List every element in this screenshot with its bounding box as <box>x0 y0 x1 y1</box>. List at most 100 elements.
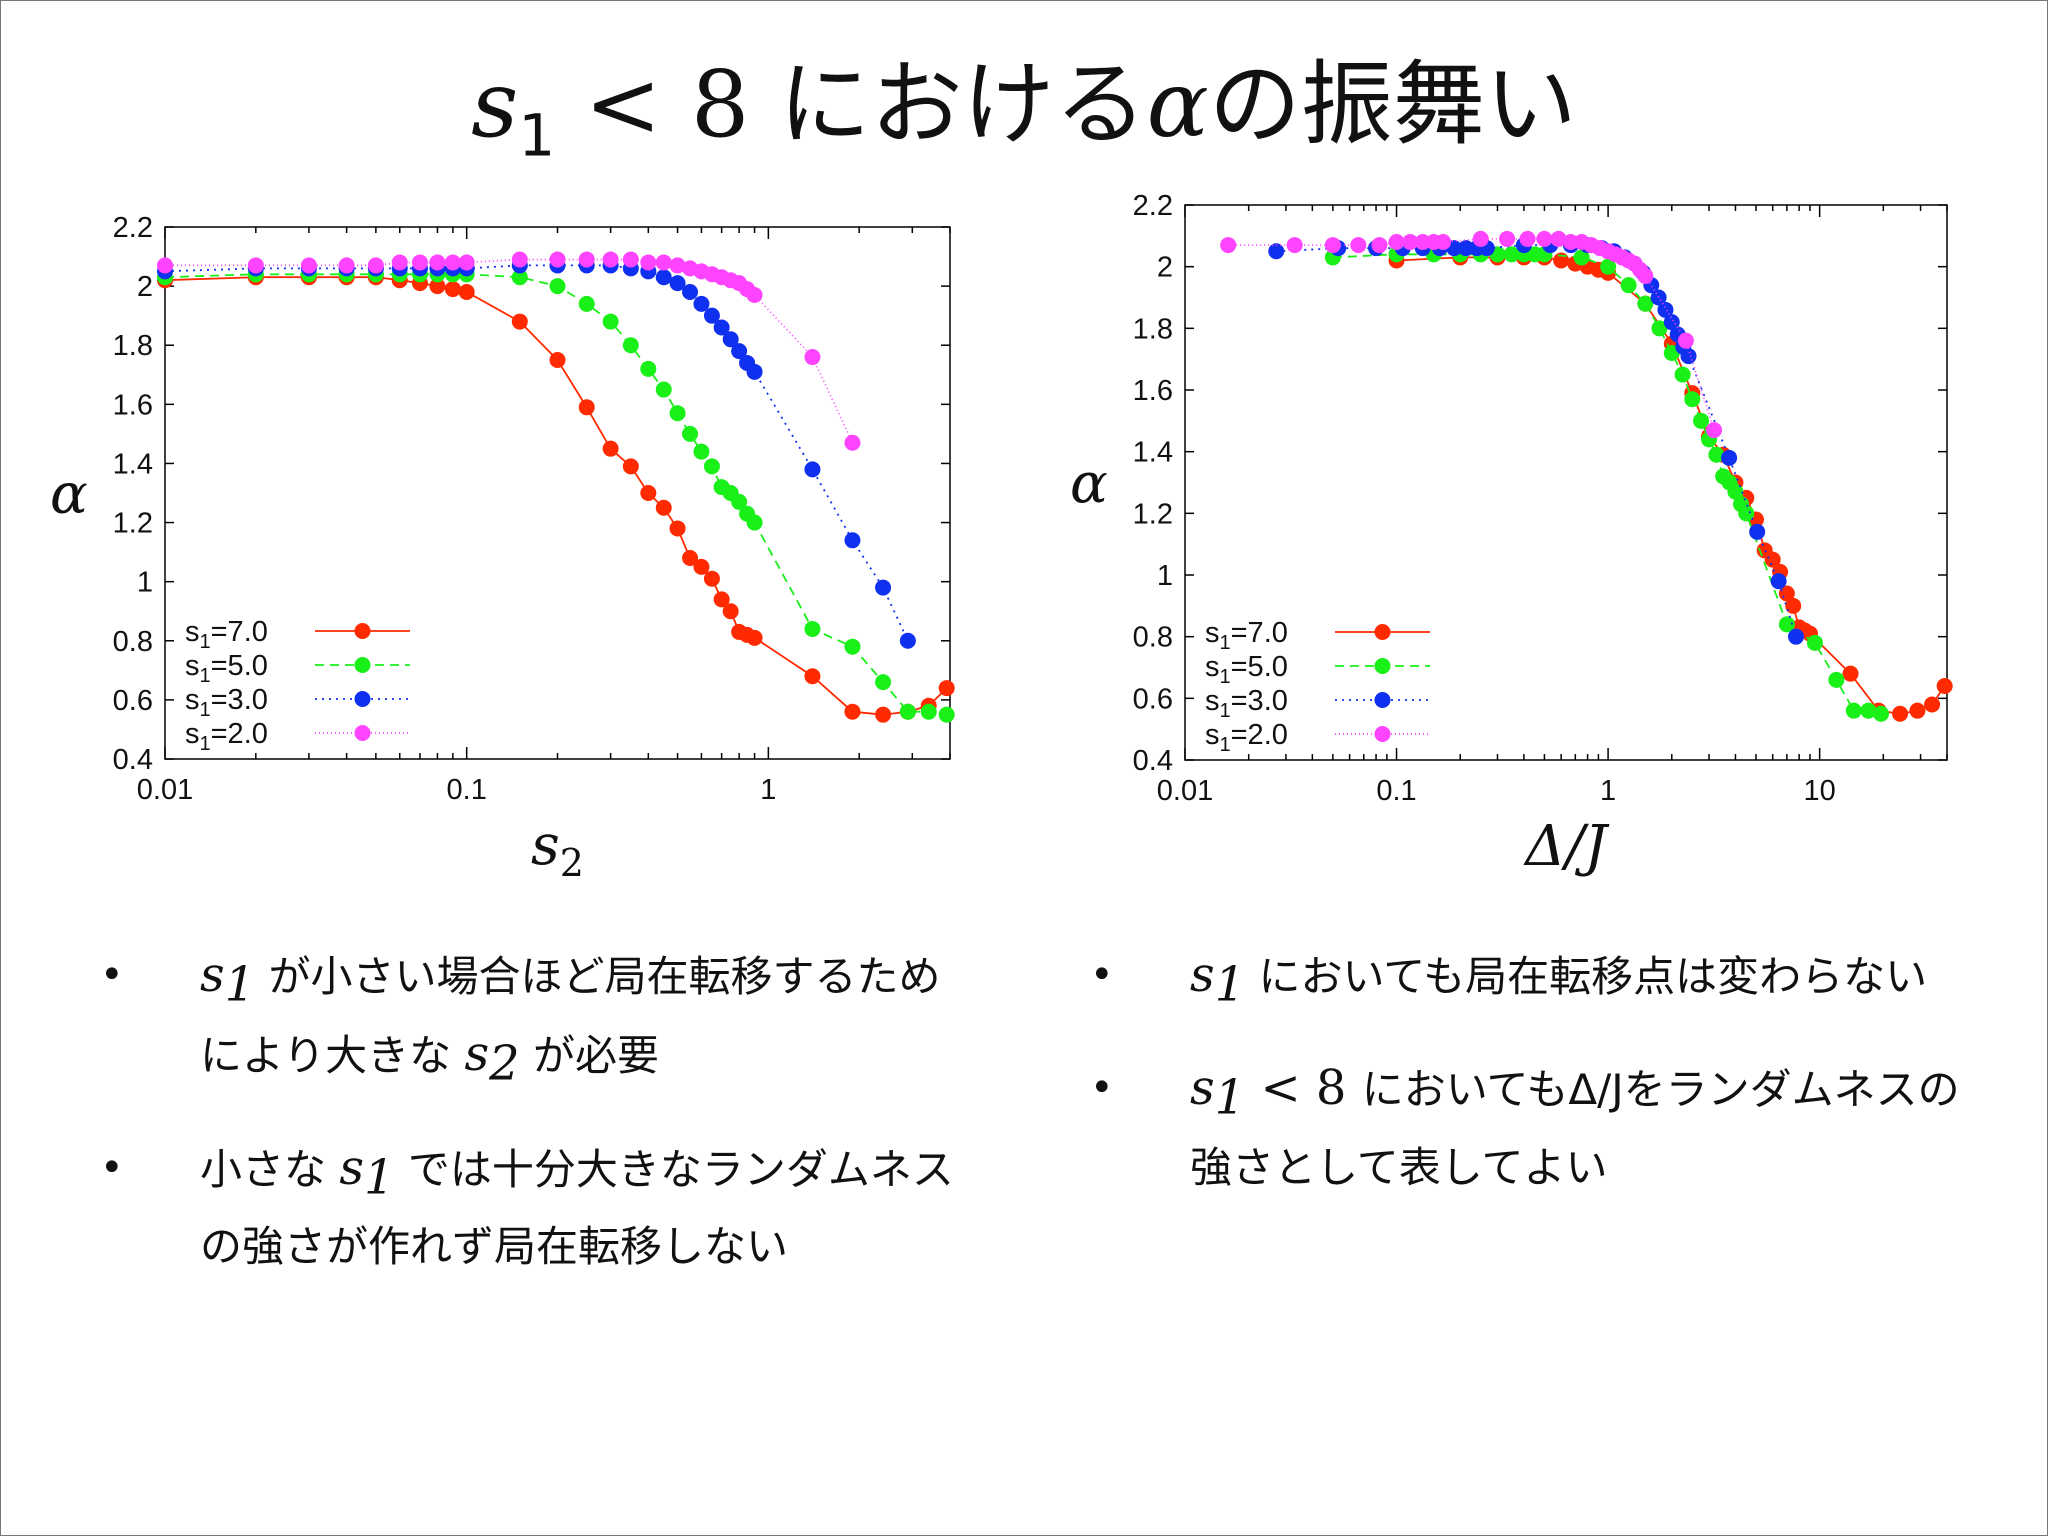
y-tick-label: 2 <box>1157 252 1173 284</box>
data-point <box>682 550 699 567</box>
data-point <box>731 343 748 360</box>
y-tick-label: 0.4 <box>113 744 153 776</box>
x-tick-label: 0.1 <box>447 774 487 806</box>
data-point <box>669 275 686 292</box>
data-point <box>458 284 475 301</box>
y-tick-label: 1.6 <box>1133 375 1173 407</box>
data-point <box>1936 678 1953 694</box>
data-point <box>429 278 446 295</box>
data-point <box>300 257 317 274</box>
data-point <box>1684 391 1701 408</box>
title-sub: 1 <box>518 101 556 170</box>
series-line <box>1276 244 1797 637</box>
data-point <box>669 405 686 422</box>
data-point <box>1785 597 1802 614</box>
data-point <box>1677 332 1694 349</box>
bullet-text: においても局在転移点は変わらない <box>1245 952 1928 1001</box>
data-point <box>746 514 763 531</box>
x-axis-label: s2 <box>531 813 584 885</box>
bullet-var2: s <box>464 1026 490 1083</box>
data-point <box>1924 696 1941 713</box>
bullet-dot: • <box>100 952 124 998</box>
data-point <box>655 499 672 516</box>
data-point <box>1458 240 1475 257</box>
legend-marker <box>354 623 371 639</box>
data-point <box>1472 230 1489 247</box>
bullet-text: が小さい場合ほど局在転移するためにより大きな <box>200 952 941 1081</box>
data-point <box>713 319 730 336</box>
data-point <box>1435 234 1452 250</box>
bullet-text2: が必要 <box>519 1031 660 1081</box>
legend-label: s1=2.0 <box>1205 719 1288 756</box>
data-point <box>1727 483 1744 500</box>
data-point <box>367 257 384 274</box>
data-point <box>669 520 686 537</box>
data-point <box>602 251 619 268</box>
bullet-right-1: • s1 においても局在転移点は変わらない <box>1090 940 1990 1019</box>
data-point <box>713 591 730 608</box>
bullet-sub: 1 <box>364 1149 395 1206</box>
bullet-dot: • <box>1090 1065 1114 1112</box>
data-point <box>746 363 763 380</box>
data-point <box>1845 702 1862 719</box>
data-point <box>746 629 763 646</box>
data-point <box>875 706 892 723</box>
legend-marker <box>354 691 371 707</box>
data-point <box>1324 237 1341 254</box>
bullet-sub2: 2 <box>489 1035 520 1092</box>
data-point <box>1637 267 1654 284</box>
data-point <box>157 257 173 274</box>
legend-label: s1=3.0 <box>1205 685 1288 722</box>
data-point <box>703 458 720 475</box>
data-point <box>1860 702 1877 719</box>
bullet-pre: 小さな <box>200 1144 340 1194</box>
data-point <box>1693 412 1710 429</box>
data-point <box>682 284 699 301</box>
y-tick-label: 1 <box>1157 560 1173 592</box>
data-point <box>693 558 710 575</box>
y-axis-label: α <box>50 462 88 527</box>
data-point <box>1909 702 1926 719</box>
data-point <box>429 254 446 271</box>
data-point <box>1651 320 1668 337</box>
data-point <box>1402 234 1419 250</box>
data-point <box>391 254 408 271</box>
data-point <box>1550 230 1567 247</box>
y-tick-label: 0.8 <box>1133 622 1173 654</box>
legend-marker <box>354 657 371 673</box>
x-tick-label: 0.1 <box>1376 775 1416 807</box>
data-point <box>1499 230 1516 247</box>
legend-marker <box>1374 692 1391 708</box>
plot-frame <box>1184 204 1948 761</box>
title-alpha: α <box>1146 51 1209 158</box>
plot-frame <box>164 226 951 760</box>
bullets-right: • s1 においても局在転移点は変わらない • s1 < 8 においてもΔ/Jを… <box>1090 940 1990 1237</box>
data-point <box>1573 249 1590 266</box>
data-point <box>411 254 428 271</box>
data-point <box>1721 449 1738 466</box>
data-point <box>844 434 861 451</box>
legend-label: s1=3.0 <box>185 684 268 721</box>
data-point <box>444 254 461 271</box>
data-point <box>938 706 955 723</box>
x-tick-label: 1 <box>760 774 776 806</box>
data-point <box>731 493 748 510</box>
bullet-text: においてもΔ/Jをランダムネスの強さとして表してよい <box>1190 1065 1960 1192</box>
data-point <box>602 440 619 457</box>
data-point <box>640 254 657 271</box>
data-point <box>1770 573 1787 590</box>
data-point <box>1708 446 1725 463</box>
data-point <box>622 251 639 268</box>
y-tick-label: 2.2 <box>1133 190 1173 222</box>
data-point <box>1503 246 1520 263</box>
data-point <box>938 680 955 697</box>
bullet-mid: < 8 <box>1245 1060 1362 1117</box>
y-tick-label: 2.2 <box>113 212 153 244</box>
chart-right: 0.4 0.6 0.8 1 1.2 1.4 1.6 1.8 2 2.2 0.01 0.1 1 10 s1=7… <box>1070 190 1953 879</box>
data-point <box>602 313 619 330</box>
y-tick-label: 2 <box>137 271 153 303</box>
series-line <box>1332 253 1882 715</box>
data-point <box>1637 295 1654 312</box>
data-point <box>444 281 461 298</box>
slide-title: s1 < 8 におけるαの振舞い <box>0 30 2048 169</box>
